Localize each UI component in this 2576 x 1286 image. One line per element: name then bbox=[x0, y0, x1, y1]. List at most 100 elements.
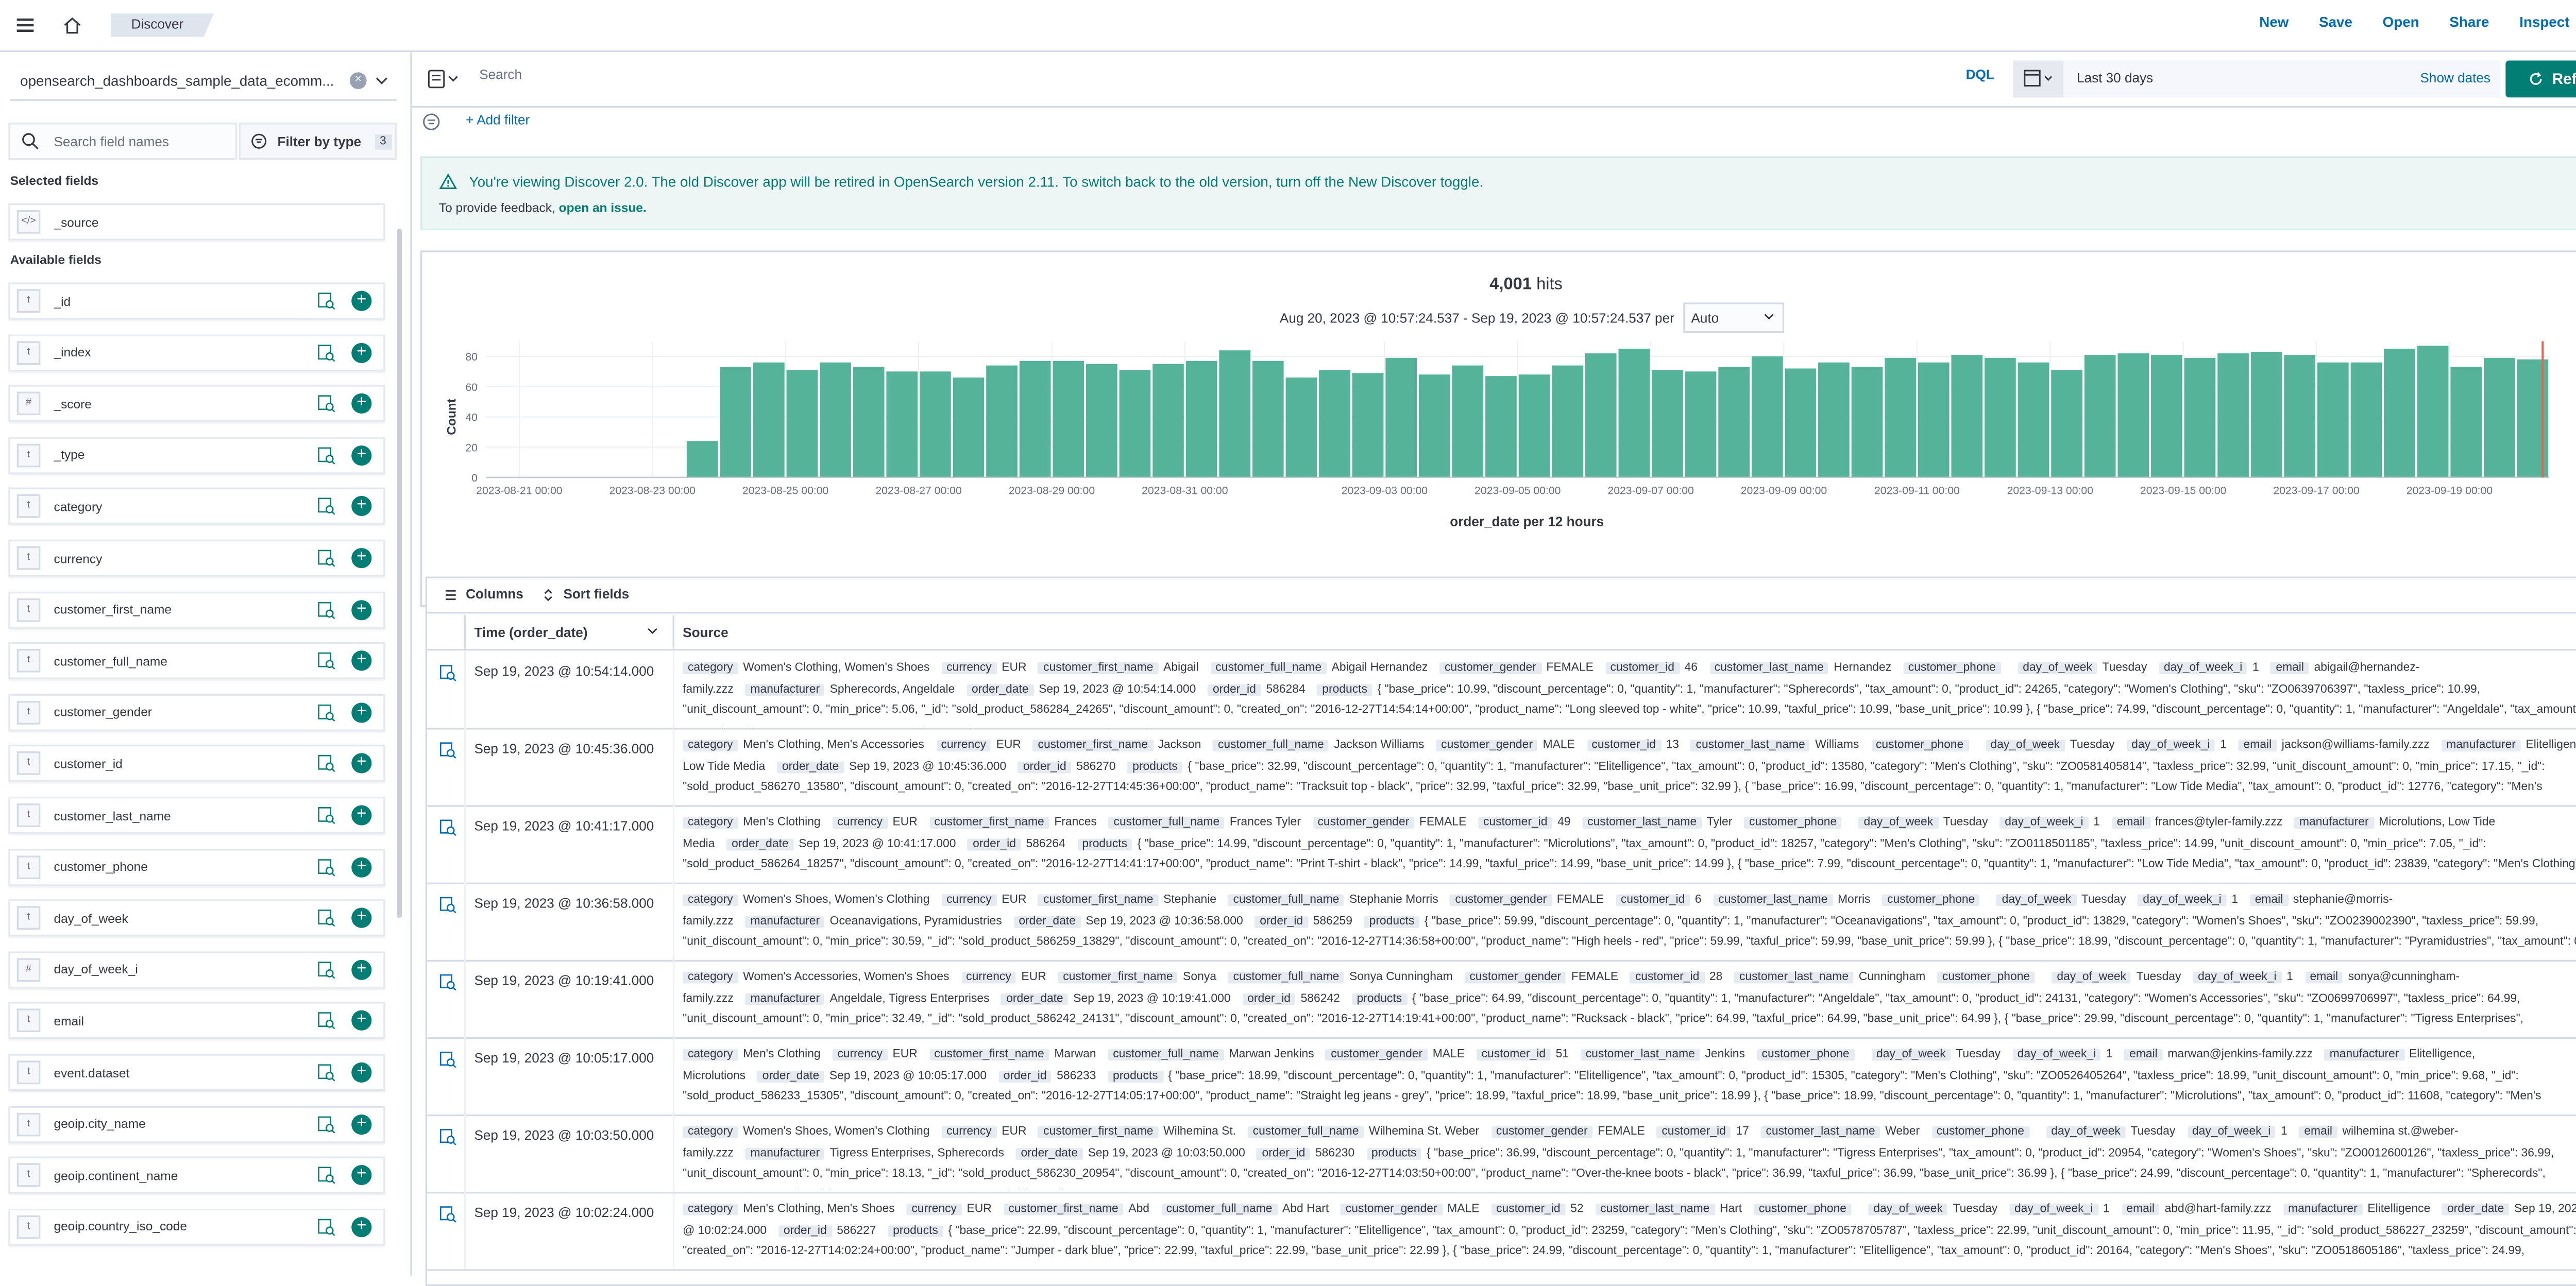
new-button[interactable]: New bbox=[2259, 13, 2289, 30]
field-details-icon[interactable] bbox=[316, 342, 336, 363]
add-field-icon[interactable]: + bbox=[351, 1010, 372, 1032]
histogram-bar[interactable] bbox=[2217, 353, 2249, 477]
query-language-button[interactable]: DQL bbox=[1965, 67, 1994, 82]
histogram-chart[interactable]: 0 20 40 60 80 2023-08-21 00:00 2023-08-23 00:0… bbox=[422, 333, 2576, 605]
histogram-bar[interactable] bbox=[2151, 355, 2182, 477]
saved-queries-button[interactable] bbox=[426, 67, 463, 91]
histogram-bar[interactable] bbox=[1585, 353, 1617, 477]
histogram-bar[interactable] bbox=[1019, 361, 1051, 477]
field-details-icon[interactable] bbox=[316, 805, 336, 825]
field-details-icon[interactable] bbox=[316, 856, 336, 877]
histogram-bar[interactable] bbox=[1252, 361, 1284, 477]
filter-by-type-button[interactable]: Filter by type 3 bbox=[239, 123, 397, 160]
histogram-bar[interactable] bbox=[1552, 365, 1583, 477]
interval-select[interactable]: Auto bbox=[1683, 302, 1785, 333]
field-item[interactable]: t _index + bbox=[8, 334, 385, 371]
histogram-bar[interactable] bbox=[2084, 355, 2116, 477]
histogram-bar[interactable] bbox=[1818, 362, 1850, 477]
histogram-bar[interactable] bbox=[2384, 349, 2415, 477]
histogram-bar[interactable] bbox=[1053, 361, 1084, 477]
field-details-icon[interactable] bbox=[316, 291, 336, 311]
histogram-bar[interactable] bbox=[1119, 370, 1151, 477]
field-item[interactable]: t currency + bbox=[8, 539, 385, 577]
field-item-source[interactable]: </> _source bbox=[8, 203, 385, 241]
histogram-bar[interactable] bbox=[953, 378, 985, 477]
histogram-bar[interactable] bbox=[1718, 367, 1750, 477]
field-item[interactable]: t _type + bbox=[8, 436, 385, 474]
home-icon[interactable] bbox=[61, 13, 84, 37]
histogram-bar[interactable] bbox=[1418, 374, 1450, 477]
histogram-bar[interactable] bbox=[2018, 362, 2049, 477]
open-button[interactable]: Open bbox=[2382, 13, 2419, 30]
index-pattern-select[interactable]: opensearch_dashboards_sample_data_ecomm.… bbox=[10, 62, 397, 101]
expand-document-icon[interactable] bbox=[439, 973, 457, 992]
expand-document-icon[interactable] bbox=[439, 896, 457, 915]
expand-document-icon[interactable] bbox=[439, 741, 457, 760]
field-details-icon[interactable] bbox=[316, 445, 336, 465]
add-field-icon[interactable]: + bbox=[351, 1165, 372, 1186]
field-item[interactable]: t event.dataset + bbox=[8, 1054, 385, 1091]
expand-document-icon[interactable] bbox=[439, 1205, 457, 1224]
add-field-icon[interactable]: + bbox=[351, 342, 372, 363]
histogram-bar[interactable] bbox=[919, 371, 951, 477]
expand-document-icon[interactable] bbox=[439, 1128, 457, 1146]
filter-options-icon[interactable] bbox=[422, 113, 440, 131]
menu-icon[interactable] bbox=[13, 13, 37, 37]
histogram-bar[interactable] bbox=[2350, 362, 2382, 477]
histogram-bar[interactable] bbox=[886, 371, 918, 477]
column-header-time[interactable]: Time (order_date) bbox=[474, 625, 588, 641]
table-row[interactable]: Sep 19, 2023 @ 10:45:36.000 category Men's… bbox=[427, 728, 2576, 807]
histogram-bar[interactable] bbox=[786, 370, 818, 477]
chevron-down-icon[interactable] bbox=[374, 72, 391, 89]
histogram-bar[interactable] bbox=[820, 362, 851, 477]
histogram-bar[interactable] bbox=[986, 365, 1018, 477]
histogram-bar[interactable] bbox=[2051, 370, 2082, 477]
inspect-button[interactable]: Inspect bbox=[2519, 13, 2570, 30]
field-details-icon[interactable] bbox=[316, 496, 336, 517]
field-item[interactable]: t email + bbox=[8, 1002, 385, 1040]
breadcrumb-discover[interactable]: Discover bbox=[111, 13, 214, 37]
table-row[interactable]: Sep 19, 2023 @ 10:41:17.000 category Men's… bbox=[427, 805, 2576, 884]
field-details-icon[interactable] bbox=[316, 908, 336, 928]
add-field-icon[interactable]: + bbox=[351, 393, 372, 414]
histogram-bar[interactable] bbox=[1985, 357, 2016, 477]
show-dates-link[interactable]: Show dates bbox=[2420, 71, 2490, 86]
histogram-bar[interactable] bbox=[720, 367, 752, 477]
histogram-bar[interactable] bbox=[853, 367, 885, 477]
expand-document-icon[interactable] bbox=[439, 1051, 457, 1069]
histogram-bar[interactable] bbox=[1518, 374, 1550, 477]
field-item[interactable]: t customer_gender + bbox=[8, 694, 385, 731]
add-field-icon[interactable]: + bbox=[351, 753, 372, 774]
histogram-bar[interactable] bbox=[1685, 371, 1717, 477]
histogram-bar[interactable] bbox=[2317, 362, 2349, 477]
histogram-bar[interactable] bbox=[1385, 357, 1417, 477]
share-button[interactable]: Share bbox=[2449, 13, 2489, 30]
table-row[interactable]: Sep 19, 2023 @ 10:02:24.000 category Men's… bbox=[427, 1192, 2576, 1271]
search-field-names-input[interactable]: Search field names bbox=[8, 123, 238, 160]
field-item[interactable]: # day_of_week_i + bbox=[8, 951, 385, 988]
open-issue-link[interactable]: open an issue. bbox=[558, 200, 647, 215]
histogram-bar[interactable] bbox=[1885, 357, 1916, 477]
field-item[interactable]: t customer_full_name + bbox=[8, 642, 385, 680]
field-item[interactable]: t customer_first_name + bbox=[8, 591, 385, 628]
histogram-bar[interactable] bbox=[1185, 361, 1217, 477]
histogram-bar[interactable] bbox=[2117, 353, 2149, 477]
field-item[interactable]: t customer_last_name + bbox=[8, 797, 385, 834]
histogram-bar[interactable] bbox=[2250, 352, 2282, 477]
histogram-bar[interactable] bbox=[1951, 355, 1983, 477]
chevron-down-icon[interactable] bbox=[646, 624, 659, 637]
field-details-icon[interactable] bbox=[316, 651, 336, 671]
add-field-icon[interactable]: + bbox=[351, 856, 372, 877]
histogram-bar[interactable] bbox=[2284, 355, 2316, 477]
field-details-icon[interactable] bbox=[316, 1011, 336, 1031]
histogram-bar[interactable] bbox=[1319, 370, 1350, 477]
histogram-bar[interactable] bbox=[2417, 346, 2449, 477]
sort-fields-button[interactable]: Sort fields bbox=[541, 587, 629, 602]
table-row[interactable]: Sep 19, 2023 @ 10:03:50.000 category Women… bbox=[427, 1114, 2576, 1194]
field-details-icon[interactable] bbox=[316, 548, 336, 568]
histogram-bar[interactable] bbox=[2450, 367, 2482, 477]
table-row[interactable]: Sep 19, 2023 @ 10:05:17.000 category Men's… bbox=[427, 1037, 2576, 1117]
histogram-bar[interactable] bbox=[1652, 370, 1683, 477]
field-item[interactable]: # _score + bbox=[8, 385, 385, 422]
histogram-bar[interactable] bbox=[2184, 357, 2216, 477]
